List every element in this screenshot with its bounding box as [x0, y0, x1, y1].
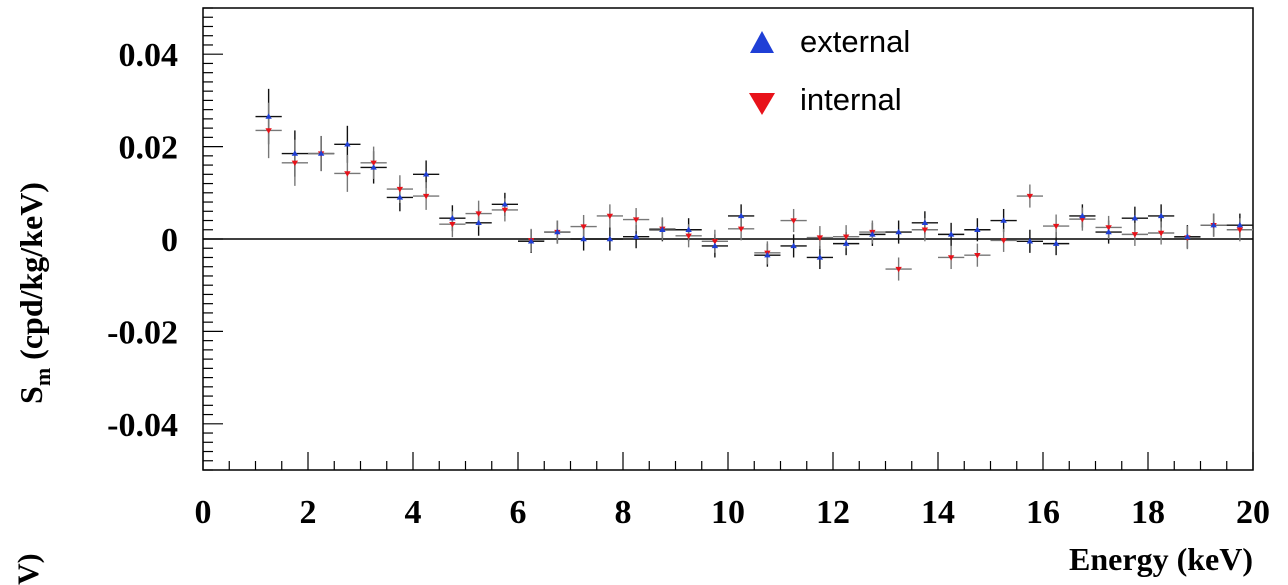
internal-point [842, 234, 850, 240]
clipped-axis-label: V) [12, 553, 45, 585]
external-point [659, 226, 666, 232]
internal-point [1026, 193, 1034, 200]
external-point [1000, 217, 1007, 223]
internal-point [947, 255, 955, 261]
internal-point [974, 252, 981, 259]
internal-point [265, 128, 272, 134]
y-axis-label: Sm (cpd/kg/keV) [13, 182, 55, 404]
external-point [501, 201, 509, 207]
external-point [370, 164, 377, 170]
x-tick-label: 8 [615, 494, 632, 531]
internal-point [370, 160, 377, 166]
internal-point [632, 217, 640, 223]
legend-entry-external: external [800, 24, 910, 59]
external-point [527, 238, 535, 244]
internal-point [1105, 225, 1112, 231]
external-point [1157, 212, 1165, 219]
internal-point [501, 207, 509, 214]
external-point [895, 228, 902, 235]
x-tick-label: 20 [1236, 494, 1270, 531]
external-point [947, 231, 955, 237]
internal-point [606, 213, 614, 220]
internal-point [737, 226, 745, 233]
external-point [449, 215, 456, 221]
external-point [475, 219, 482, 226]
internal-point [291, 160, 299, 166]
internal-point [422, 193, 430, 200]
internal-point [816, 235, 824, 241]
internal-point [344, 171, 351, 177]
x-tick-label: 12 [816, 494, 850, 531]
x-tick-label: 2 [300, 494, 317, 531]
internal-point [475, 211, 482, 217]
external-point [974, 226, 981, 232]
internal-point [1079, 216, 1086, 223]
external-point [842, 240, 850, 246]
data-points [265, 113, 1244, 273]
y-tick-labels: -0.04 -0.02 0 0.02 0.04 [107, 37, 178, 444]
external-point [1236, 221, 1244, 228]
internal-point [449, 222, 456, 228]
internal-point [1000, 238, 1007, 244]
internal-point [685, 233, 692, 239]
y-tick-label: 0.02 [119, 130, 179, 167]
external-point [1052, 240, 1060, 246]
internal-point [396, 186, 404, 193]
legend-triangle-up-icon [750, 31, 774, 53]
external-point [1105, 228, 1112, 235]
axis-ticks [202, 7, 1254, 471]
legend: external internal [749, 24, 910, 117]
external-point [921, 219, 929, 226]
y-tick-label: -0.04 [107, 407, 178, 444]
external-point [1210, 221, 1217, 228]
x-tick-label: 0 [195, 494, 212, 531]
x-tick-label: 16 [1026, 494, 1060, 531]
y-tick-label: -0.02 [107, 314, 178, 351]
external-point [1131, 215, 1139, 221]
external-point [606, 235, 614, 242]
external-point [711, 242, 719, 249]
y-tick-label: 0.04 [119, 37, 179, 74]
external-point [396, 194, 404, 200]
external-point [317, 150, 325, 156]
legend-entry-internal: internal [800, 82, 902, 117]
external-point [554, 228, 561, 235]
x-tick-label: 4 [405, 494, 422, 531]
internal-point [895, 266, 902, 273]
x-tick-label: 14 [921, 494, 955, 531]
external-point [632, 233, 640, 239]
internal-point [1157, 230, 1165, 237]
internal-point [580, 224, 587, 230]
external-point [422, 171, 430, 177]
external-point [291, 150, 299, 156]
external-point [344, 141, 351, 147]
external-point [1079, 212, 1086, 219]
x-axis-label: Energy (keV) [1069, 541, 1253, 577]
x-tick-label: 18 [1131, 494, 1165, 531]
external-point [1184, 233, 1191, 239]
external-point [790, 242, 797, 249]
external-point [737, 212, 745, 219]
external-point [869, 231, 876, 237]
legend-triangle-down-icon [749, 93, 775, 115]
x-tick-label: 6 [510, 494, 527, 531]
x-tick-label: 10 [711, 494, 745, 531]
y-tick-label: 0 [161, 222, 178, 259]
internal-point [790, 218, 797, 224]
internal-point [711, 239, 719, 245]
external-point [685, 226, 692, 232]
external-point [1026, 238, 1034, 244]
external-point [764, 251, 771, 258]
x-tick-labels: 0 2 4 6 8 10 12 14 16 18 20 [195, 494, 1271, 531]
external-point [580, 235, 587, 242]
internal-point [1052, 223, 1060, 230]
external-point [265, 113, 272, 119]
internal-point [921, 227, 929, 233]
internal-point [1131, 232, 1139, 238]
external-point [816, 254, 824, 260]
internal-point [1236, 227, 1244, 233]
error-bars [255, 88, 1253, 281]
